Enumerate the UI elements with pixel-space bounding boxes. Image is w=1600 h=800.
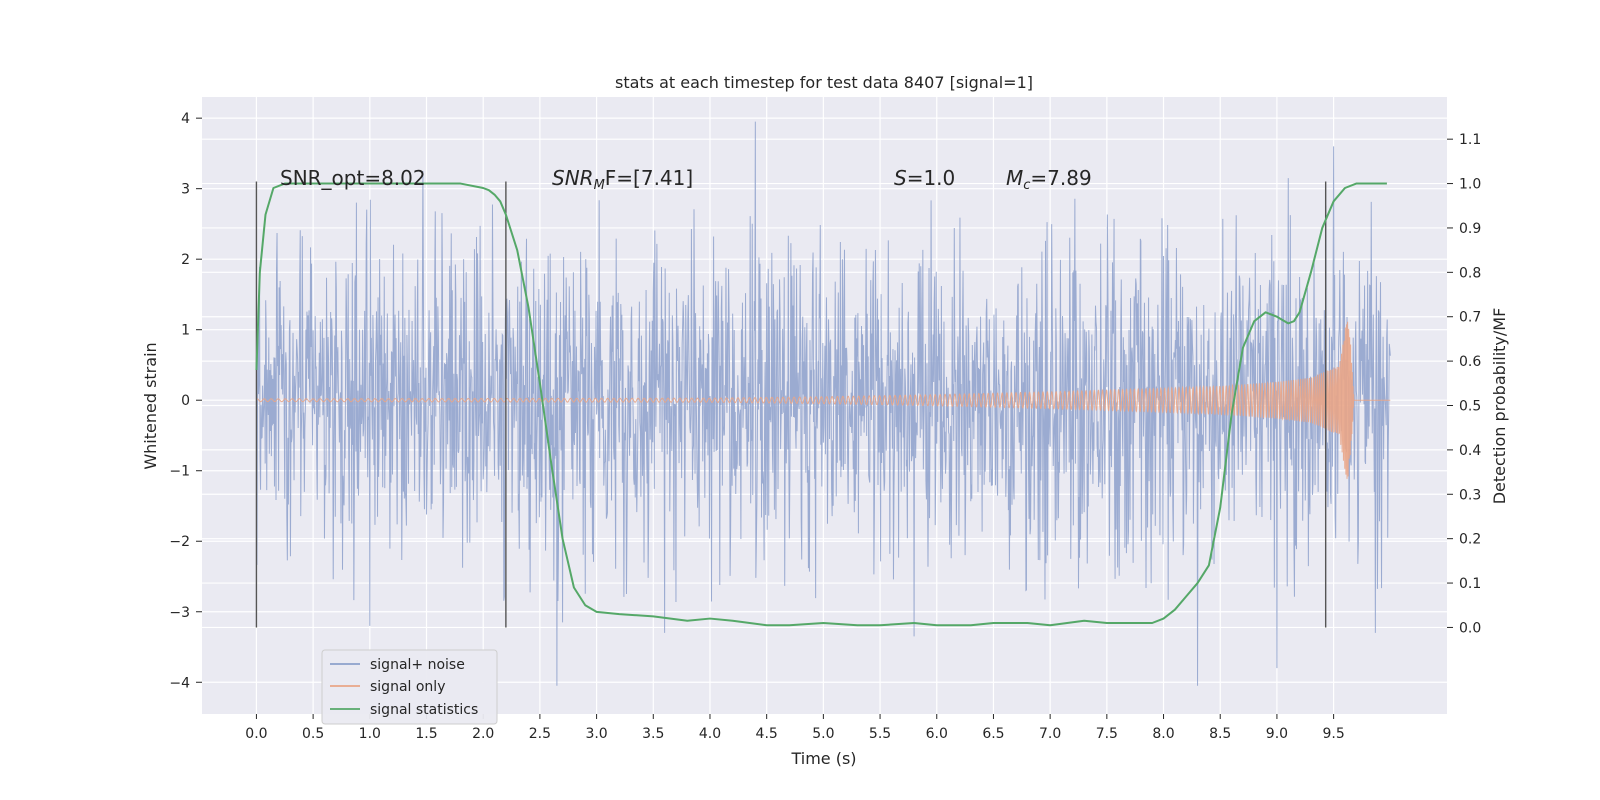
x-tick-label: 6.5 [982, 726, 1004, 742]
chart-title: stats at each timestep for test data 840… [615, 73, 1033, 92]
axis-ticks: 0.0 0.5 1.0 1.5 2.0 2.5 3.0 3.5 4.0 4.5 5.0 5.5 6.0 6… [169, 111, 1481, 742]
x-tick-label: 0.0 [245, 726, 267, 742]
annotation-s-base: S [894, 166, 907, 190]
legend: signal+ noise signal only signal statist… [321, 649, 498, 725]
signal-noise-series [255, 121, 1391, 686]
signal-only-series [256, 321, 1391, 479]
y2-tick-label: 1.1 [1459, 132, 1481, 148]
legend-box [321, 649, 498, 725]
y-tick-label: 4 [181, 111, 190, 127]
x-tick-label: 1.0 [359, 726, 381, 742]
x-tick-label: 7.5 [1096, 726, 1118, 742]
signal-noise-line [255, 121, 1391, 686]
y2-tick-label: 0.0 [1459, 620, 1481, 636]
x-tick-label: 4.0 [699, 726, 721, 742]
x-axis-label: Time (s) [790, 749, 856, 768]
x-tick-label: 9.5 [1322, 726, 1344, 742]
y-tick-label: 2 [181, 252, 190, 268]
signal-statistics-line [255, 182, 1387, 627]
y-tick-label: 0 [181, 393, 190, 409]
y2-tick-label: 0.8 [1459, 265, 1481, 281]
annotation-snr-mf: SNRMF=[7.41] [552, 166, 693, 193]
y2-tick-label: 0.6 [1459, 354, 1481, 370]
annotation-mc-sub: c [1023, 178, 1030, 193]
y2-tick-label: 0.9 [1459, 221, 1481, 237]
y2-tick-label: 1.0 [1459, 177, 1481, 193]
annotation-snr-mf-sub: M [594, 178, 605, 193]
y-tick-label: −3 [169, 605, 190, 621]
x-tick-label: 2.5 [529, 726, 551, 742]
x-tick-label: 1.5 [415, 726, 437, 742]
annotation-s-rest: =1.0 [907, 166, 956, 190]
signal-only-line [256, 321, 1391, 479]
y-tick-label: 1 [181, 323, 190, 339]
annotation-mc-rest: =7.89 [1030, 166, 1091, 190]
signal-statistics-series [255, 182, 1387, 627]
legend-label-signal: signal only [370, 679, 445, 695]
vertical-markers [255, 181, 1327, 628]
x-tick-label: 3.0 [585, 726, 607, 742]
annotation-snr-opt: SNR_opt=8.02 [280, 166, 426, 190]
y-axis-label: Whitened strain [141, 342, 160, 469]
y2-tick-label: 0.1 [1459, 576, 1481, 592]
y2-tick-label: 0.4 [1459, 443, 1481, 459]
x-tick-label: 2.0 [472, 726, 494, 742]
annotation-mc: Mc=7.89 [1006, 166, 1092, 193]
y2-tick-label: 0.5 [1459, 399, 1481, 415]
annotation-snr-mf-rest: F=[7.41] [605, 166, 693, 190]
legend-label-noise: signal+ noise [370, 657, 465, 673]
annotation-mc-base: M [1006, 166, 1023, 190]
x-tick-label: 6.0 [926, 726, 948, 742]
y2-axis-label: Detection probability/MF [1490, 308, 1509, 505]
annotation-s: S=1.0 [894, 166, 955, 190]
x-tick-label: 4.5 [756, 726, 778, 742]
y2-tick-label: 0.3 [1459, 487, 1481, 503]
x-tick-label: 3.5 [642, 726, 664, 742]
x-tick-label: 9.0 [1266, 726, 1288, 742]
y-tick-label: −2 [169, 534, 190, 550]
annotation-snr-mf-base: SNR [552, 166, 594, 190]
y-tick-label: 3 [181, 182, 190, 198]
x-tick-label: 5.0 [812, 726, 834, 742]
y2-tick-label: 0.7 [1459, 310, 1481, 326]
x-tick-label: 0.5 [302, 726, 324, 742]
x-tick-label: 5.5 [869, 726, 891, 742]
x-tick-label: 8.0 [1152, 726, 1174, 742]
legend-label-stats: signal statistics [370, 702, 478, 718]
x-tick-label: 8.5 [1209, 726, 1231, 742]
y-tick-label: −4 [169, 675, 190, 691]
y-tick-label: −1 [169, 464, 190, 480]
y2-tick-label: 0.2 [1459, 532, 1481, 548]
x-tick-label: 7.0 [1039, 726, 1061, 742]
